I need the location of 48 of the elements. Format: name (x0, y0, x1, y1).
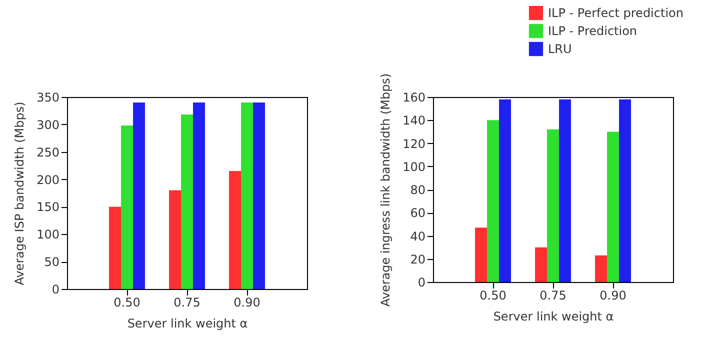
bar (607, 132, 619, 282)
y-tick-label: 120 (402, 136, 426, 151)
y-axis-title: Average ISP bandwidth (Mbps) (12, 102, 27, 286)
bar (595, 255, 607, 282)
legend-label: ILP - Perfect prediction (548, 6, 684, 20)
x-axis-title: Server link weight α (493, 310, 614, 324)
y-axis-title: Average ingress link bandwidth (Mbps) (378, 73, 393, 307)
legend-label: LRU (548, 42, 572, 56)
bar (193, 102, 205, 289)
bar (229, 171, 241, 289)
y-tick-label: 300 (36, 118, 60, 132)
y-tick-label: 150 (36, 200, 60, 214)
bar (547, 129, 559, 282)
x-tick-label: 0.50 (114, 296, 140, 310)
bar (535, 247, 547, 282)
bar (475, 228, 487, 282)
y-tick-label: 100 (402, 160, 426, 174)
y-tick-label: 0 (52, 282, 60, 296)
y-tick-label: 160 (402, 90, 426, 104)
x-tick-label: 0.75 (540, 288, 566, 302)
y-tick-label: 50 (44, 255, 60, 270)
bar (619, 99, 631, 282)
bar (109, 206, 121, 289)
x-tick-label: 0.90 (600, 288, 626, 302)
bar (169, 190, 181, 289)
bar (487, 120, 499, 282)
y-tick-label: 80 (410, 183, 426, 197)
y-tick-label: 200 (36, 172, 60, 187)
bar (133, 102, 145, 289)
x-tick-label: 0.75 (174, 296, 200, 310)
bar (499, 99, 511, 282)
bar (241, 102, 253, 289)
y-tick-label: 0 (418, 276, 426, 290)
bar (559, 99, 571, 282)
bar (181, 114, 193, 289)
y-tick-label: 140 (402, 114, 426, 128)
x-tick-label: 0.50 (480, 288, 506, 302)
x-tick-label: 0.90 (234, 296, 260, 310)
bar (253, 102, 265, 289)
bar (121, 126, 133, 289)
y-tick-label: 100 (36, 228, 60, 242)
y-tick-label: 250 (36, 145, 60, 160)
y-tick-label: 40 (410, 229, 426, 244)
legend-label: ILP - Prediction (548, 24, 638, 38)
y-tick-label: 350 (36, 90, 60, 104)
x-axis-title: Server link weight α (127, 316, 248, 330)
y-tick-label: 60 (410, 206, 426, 220)
y-tick-label: 20 (410, 252, 426, 266)
